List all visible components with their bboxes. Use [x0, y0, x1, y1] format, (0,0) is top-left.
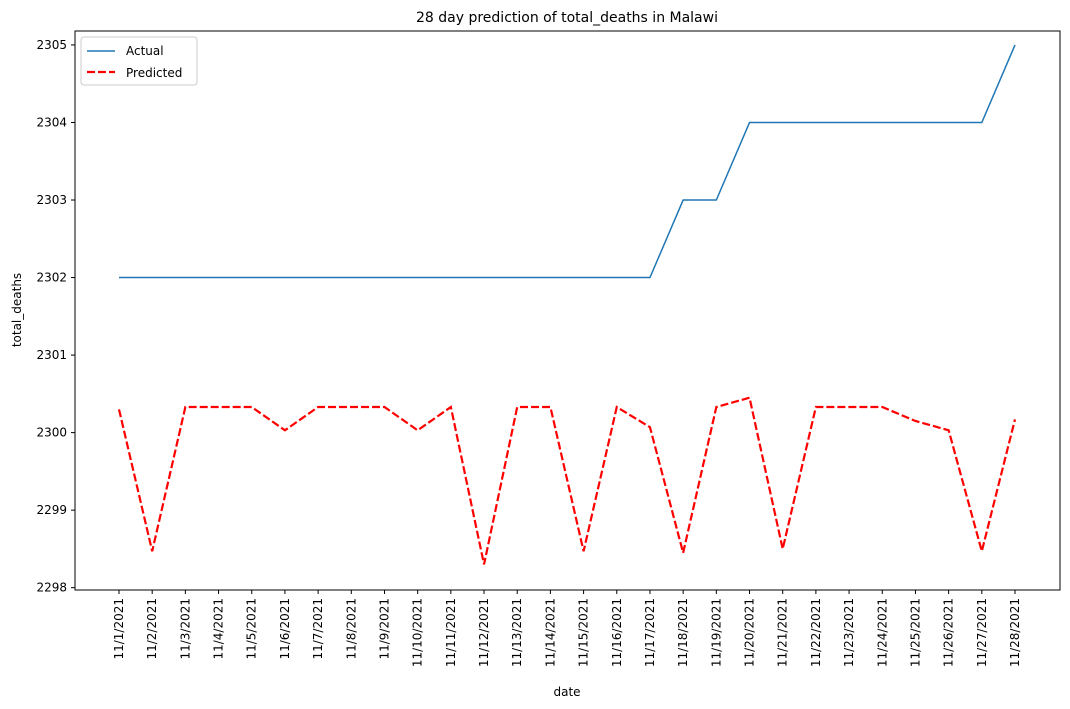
x-tick-label: 11/11/2021 — [444, 598, 458, 667]
x-tick-label: 11/15/2021 — [577, 598, 591, 667]
series-line-predicted — [117, 396, 1017, 565]
y-tick-label: 2304 — [36, 115, 67, 129]
x-tick-label: 11/4/2021 — [212, 598, 226, 660]
x-tick-label: 11/18/2021 — [676, 598, 690, 667]
y-tick-label: 2301 — [36, 348, 67, 362]
series-layer — [117, 44, 1017, 565]
x-tick-label: 11/3/2021 — [178, 598, 192, 660]
x-tick-label: 11/6/2021 — [278, 598, 292, 660]
x-tick-label: 11/19/2021 — [709, 598, 723, 667]
legend-label-actual: Actual — [126, 44, 164, 58]
y-tick-label: 2302 — [36, 271, 67, 285]
x-tick-label: 11/21/2021 — [776, 598, 790, 667]
x-tick-label: 11/27/2021 — [975, 598, 989, 667]
x-tick-label: 11/10/2021 — [411, 598, 425, 667]
series-line-actual — [119, 44, 1016, 279]
x-tick-label: 11/5/2021 — [245, 598, 259, 660]
x-tick-label: 11/24/2021 — [875, 598, 889, 667]
x-axis-title: date — [553, 685, 580, 699]
x-tick-label: 11/8/2021 — [344, 598, 358, 660]
x-tick-label: 11/23/2021 — [842, 598, 856, 667]
x-tick-label: 11/28/2021 — [1008, 598, 1022, 667]
x-axis: 11/1/2021 11/2/2021 11/3/2021 11/4/2021 11/5… — [112, 590, 1022, 667]
x-tick-label: 11/1/2021 — [112, 598, 126, 660]
x-tick-label: 11/12/2021 — [477, 598, 491, 667]
x-tick-label: 11/7/2021 — [311, 598, 325, 660]
x-tick-label: 11/14/2021 — [543, 598, 557, 667]
x-tick-label: 11/13/2021 — [510, 598, 524, 667]
x-tick-label: 11/22/2021 — [809, 598, 823, 667]
x-tick-label: 11/25/2021 — [908, 598, 922, 667]
legend: Actual Predicted — [80, 36, 198, 86]
plot-area — [74, 30, 1061, 591]
y-tick-label: 2300 — [36, 426, 67, 440]
x-tick-label: 11/26/2021 — [942, 598, 956, 667]
legend-label-predicted: Predicted — [126, 66, 182, 80]
x-tick-label: 11/16/2021 — [610, 598, 624, 667]
y-tick-label: 2303 — [36, 193, 67, 207]
x-tick-label: 11/2/2021 — [145, 598, 159, 660]
y-tick-label: 2298 — [36, 581, 67, 595]
x-tick-label: 11/17/2021 — [643, 598, 657, 667]
y-tick-label: 2299 — [36, 503, 67, 517]
y-tick-label: 2305 — [36, 38, 67, 52]
x-tick-label: 11/20/2021 — [743, 598, 757, 667]
y-axis: 2298 2299 2300 2301 2302 2303 2304 2305 — [36, 38, 75, 595]
y-axis-title: total_deaths — [10, 273, 24, 347]
chart-title: 28 day prediction of total_deaths in Mal… — [416, 10, 718, 26]
x-tick-label: 11/9/2021 — [377, 598, 391, 660]
